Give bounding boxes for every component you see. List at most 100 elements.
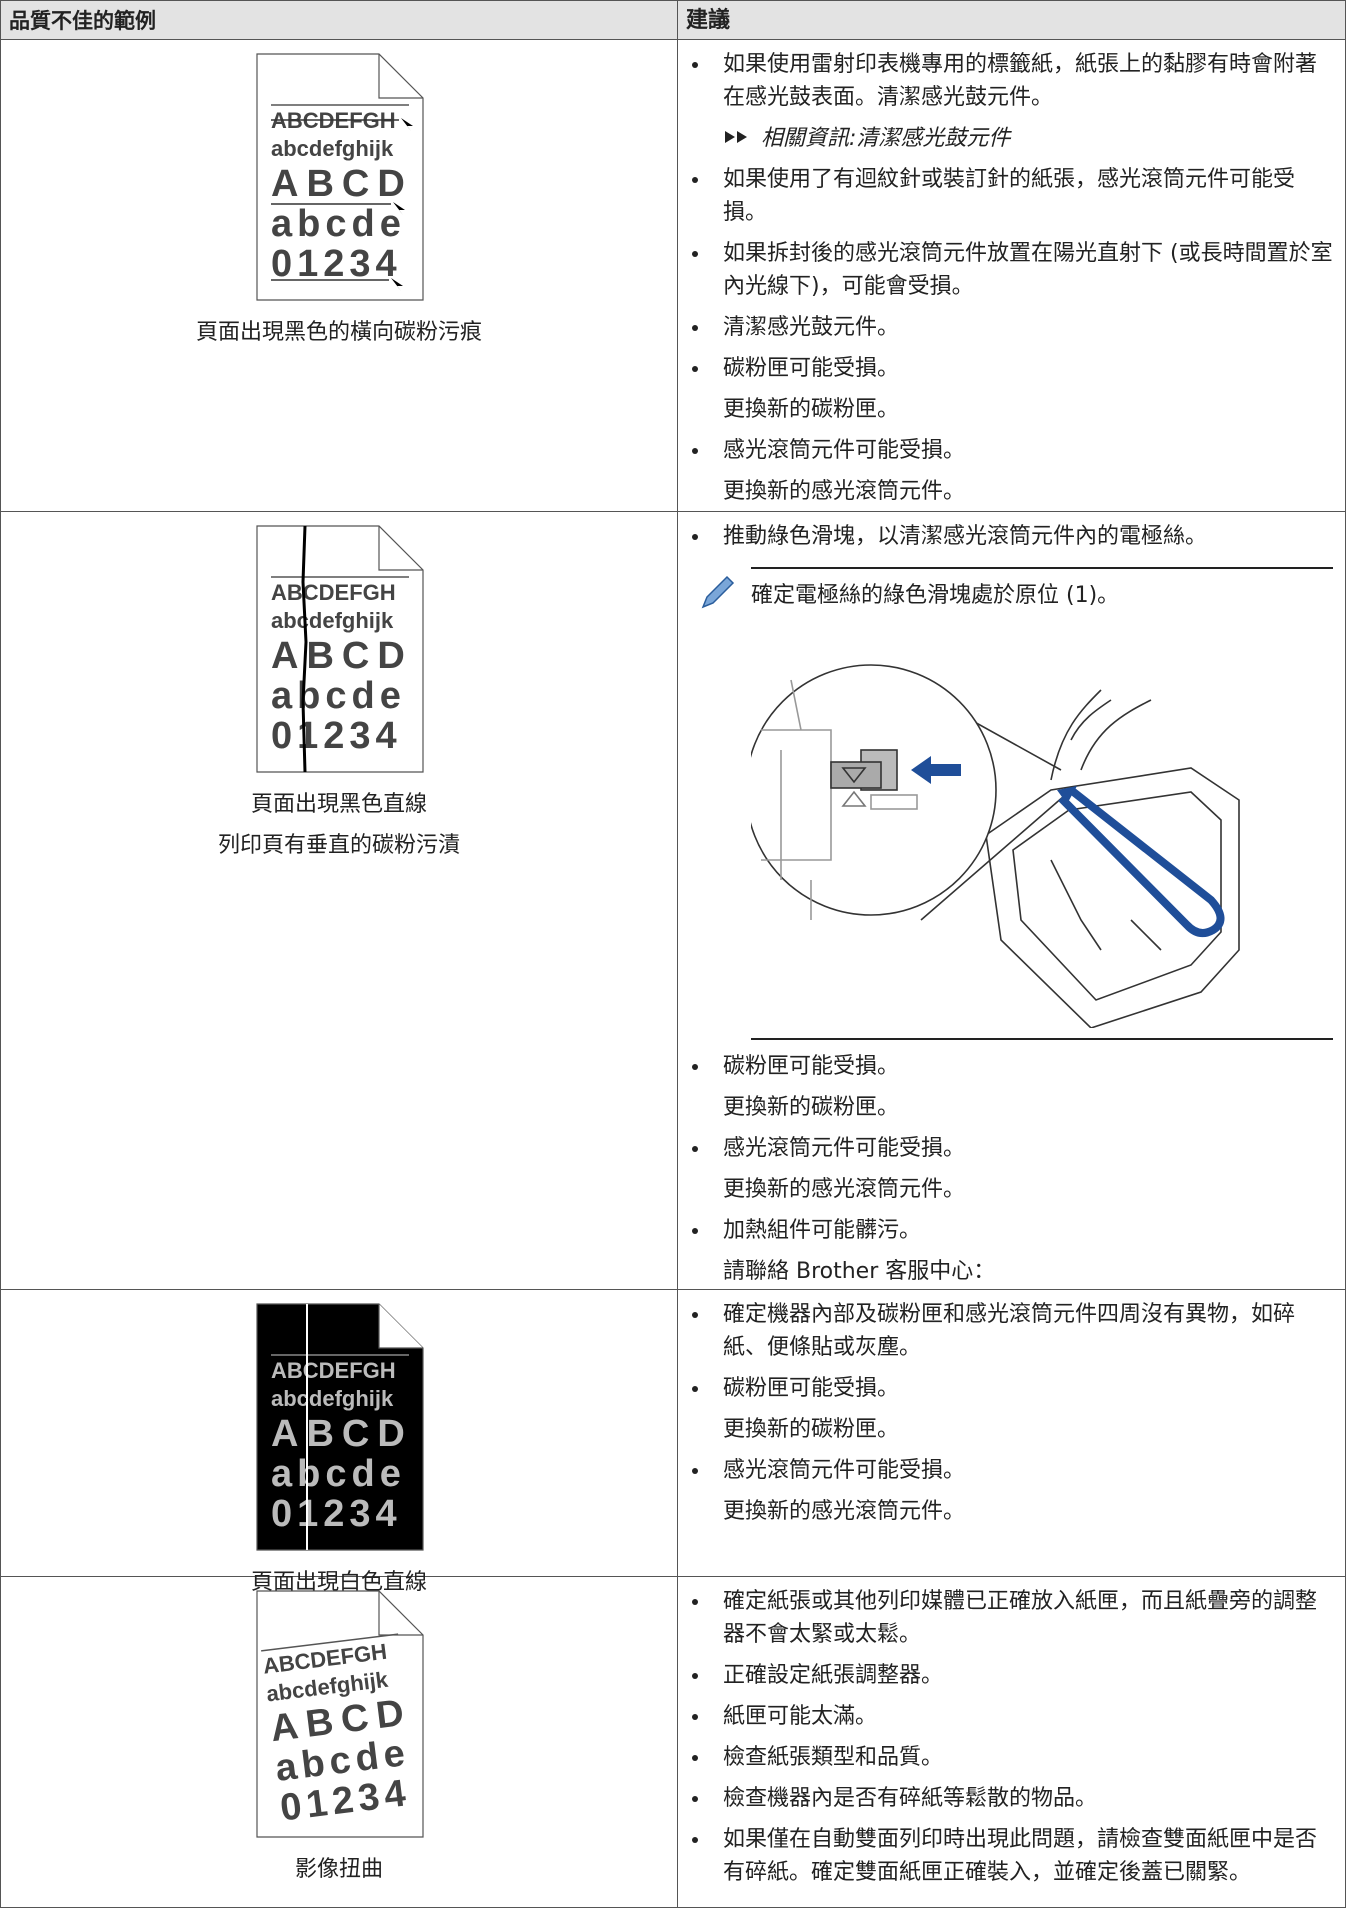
- link-icon: [725, 131, 747, 143]
- sample-line: 01234: [271, 715, 402, 757]
- bullet: [692, 1386, 698, 1392]
- header-cell: 建議: [686, 8, 731, 33]
- illustration: [745, 620, 1333, 1038]
- suggestion-item: 確定紙張或其他列印媒體已正確放入紙匣，而且紙疊旁的調整器不會太緊或太鬆。: [692, 1585, 1333, 1651]
- suggestion-cell: 確定紙張或其他列印媒體已正確放入紙匣，而且紙疊旁的調整器不會太緊或太鬆。 正確設定…: [678, 1577, 1345, 1907]
- suggestion-subtext: 更換新的碳粉匣。: [723, 1095, 900, 1120]
- link-text[interactable]: 相關資訊:清潔感光鼓元件: [761, 126, 1011, 151]
- suggestion-text: 感光滾筒元件可能受損。: [723, 1458, 966, 1483]
- suggestion-item: 碳粉匣可能受損。: [692, 1372, 1333, 1405]
- suggestion-item: 檢查紙張類型和品質。: [692, 1741, 1333, 1774]
- suggestion-item: 碳粉匣可能受損。: [692, 1050, 1333, 1083]
- suggestion-subtext: 更換新的碳粉匣。: [723, 1417, 900, 1442]
- suggestion-text: 如果使用了有迴紋針或裝訂針的紙張，感光滾筒元件可能受損。: [723, 167, 1296, 225]
- suggestion-item: 清潔感光鼓元件。: [692, 311, 1333, 344]
- suggestion-item: 加熱組件可能髒污。: [692, 1214, 1333, 1247]
- suggestion-item: 碳粉匣可能受損。: [692, 352, 1333, 385]
- bullet: [692, 325, 698, 331]
- related-link[interactable]: 相關資訊:清潔感光鼓元件: [723, 122, 1333, 155]
- bullet: [692, 1755, 698, 1761]
- bullet: [692, 534, 698, 540]
- caption: 列印頁有垂直的碳粉污漬: [217, 833, 460, 858]
- bullet: [692, 1837, 698, 1843]
- suggestion-item: 如果僅在自動雙面列印時出現此問題，請檢查雙面紙匣中是否有碎紙。確定雙面紙匣正確裝…: [692, 1823, 1333, 1889]
- suggestion-text: 如果拆封後的感光滾筒元件放置在陽光直射下 (或長時間置於室內光線下)，可能會受損…: [723, 241, 1333, 299]
- note-rule: [751, 567, 1333, 569]
- page-fold: [378, 526, 423, 571]
- suggestion-item: 感光滾筒元件可能受損。: [692, 1132, 1333, 1165]
- suggestion-text: 紙匣可能太滿。: [723, 1704, 878, 1729]
- note-icon: [701, 575, 735, 609]
- smudge-mark: [391, 278, 403, 291]
- suggestion-subtext: 請聯絡 Brother 客服中心：: [723, 1259, 996, 1284]
- suggestion-item: 感光滾筒元件可能受損。: [692, 434, 1333, 467]
- caption: 影像扭曲: [294, 1857, 383, 1882]
- suggestion-text: 檢查紙張類型和品質。: [723, 1745, 944, 1770]
- suggestion-item: 感光滾筒元件可能受損。: [692, 1454, 1333, 1487]
- header-row: 品質不佳的範例 建議: [0, 0, 1346, 40]
- suggestion-cell: 如果使用雷射印表機專用的標籤紙，紙張上的黏膠有時會附著在感光鼓表面。清潔感光鼓元…: [678, 40, 1345, 511]
- bullet: [692, 177, 698, 183]
- suggestion-text: 檢查機器內是否有碎紙等鬆散的物品。: [723, 1786, 1098, 1811]
- table-row: ABCDEFGH abcdefghijk ABCD abcde 01234 頁面出現白色直…: [0, 1290, 1346, 1595]
- bullet: [692, 1714, 698, 1720]
- caption: 頁面出現黑色直線: [250, 792, 427, 817]
- vertical-streak: [301, 525, 308, 773]
- sample-line: ABCD: [271, 1413, 413, 1455]
- bullet: [692, 1146, 698, 1152]
- suggestion-text: 如果僅在自動雙面列印時出現此問題，請檢查雙面紙匣中是否有碎紙。確定雙面紙匣正確裝…: [723, 1827, 1318, 1885]
- suggestion-text: 感光滾筒元件可能受損。: [723, 1136, 966, 1161]
- sample-line: abcdefghijk: [271, 1386, 394, 1411]
- smudge-mark: [401, 118, 413, 131]
- suggestion-item: 推動綠色滑塊，以清潔感光滾筒元件內的電極絲。: [692, 520, 1333, 553]
- sample-line: 01234: [271, 1493, 402, 1535]
- bullet: [692, 1228, 698, 1234]
- suggestion-subtext: 更換新的感光滾筒元件。: [723, 479, 966, 504]
- caption: 頁面出現黑色的橫向碳粉污痕: [195, 320, 482, 345]
- page-outline: [256, 53, 424, 301]
- suggestion-item: 紙匣可能太滿。: [692, 1700, 1333, 1733]
- sample-line: abcdefghijk: [271, 608, 394, 633]
- bullet: [692, 1599, 698, 1605]
- suggestion-text: 加熱組件可能髒污。: [723, 1218, 922, 1243]
- rule: [261, 1633, 399, 1652]
- suggestion-item: 如果使用了有迴紋針或裝訂針的紙張，感光滾筒元件可能受損。: [692, 163, 1333, 229]
- page-fold: [378, 54, 423, 99]
- suggestion-subtext: 更換新的感光滾筒元件。: [723, 1499, 966, 1524]
- note-text: 確定電極絲的綠色滑塊處於原位 (1)。: [751, 583, 1120, 608]
- suggestion-text: 碳粉匣可能受損。: [723, 1054, 900, 1079]
- header-cell: 品質不佳的範例: [1, 1, 678, 39]
- example-cell: ABCDEFGH abcdefghijk ABCD abcde 01234 頁面出現白色直…: [1, 1290, 678, 1595]
- note: 確定電極絲的綠色滑塊處於原位 (1)。: [701, 567, 1333, 1040]
- suggestion-item: 如果拆封後的感光滾筒元件放置在陽光直射下 (或長時間置於室內光線下)，可能會受損…: [692, 237, 1333, 303]
- example-cell: ABCDEFGH abcdefghijk ABCD abcde 01234 頁面出現黑色直…: [1, 512, 678, 1289]
- page-fold: [378, 1591, 423, 1636]
- suggestion-cell: 推動綠色滑塊，以清潔感光滾筒元件內的電極絲。確定電極絲的綠色滑塊處於原位 (1)…: [678, 512, 1345, 1289]
- table-row: ABCDEFGH abcdefghijk ABCD abcde 01234 頁面出現黑色直…: [0, 512, 1346, 1290]
- bullet: [692, 1064, 698, 1070]
- suggestion-cell: 確定機器內部及碳粉匣和感光滾筒元件四周沒有異物，如碎紙、便條貼或灰塵。 碳粉匣可能…: [678, 1290, 1345, 1576]
- sample-line: ABCDEFGH: [271, 1358, 396, 1383]
- sample-line: ABCDEFGH: [271, 580, 396, 605]
- smudge-mark: [393, 202, 405, 215]
- bullet: [692, 366, 698, 372]
- suggestion-item: 檢查機器內是否有碎紙等鬆散的物品。: [692, 1782, 1333, 1815]
- drum-illustration: [745, 664, 1240, 1029]
- suggestion-text: 清潔感光鼓元件。: [723, 315, 900, 340]
- bullet: [692, 62, 698, 68]
- suggestion-text: 感光滾筒元件可能受損。: [723, 438, 966, 463]
- sample-line: abcde: [271, 1453, 406, 1495]
- bullet: [692, 1468, 698, 1474]
- sample-line: abcdefghijk: [271, 136, 394, 161]
- sample-line: ABCD: [271, 635, 413, 677]
- sample-line: abcde: [271, 675, 406, 717]
- suggestion-text: 推動綠色滑塊，以清潔感光滾筒元件內的電極絲。: [723, 524, 1208, 549]
